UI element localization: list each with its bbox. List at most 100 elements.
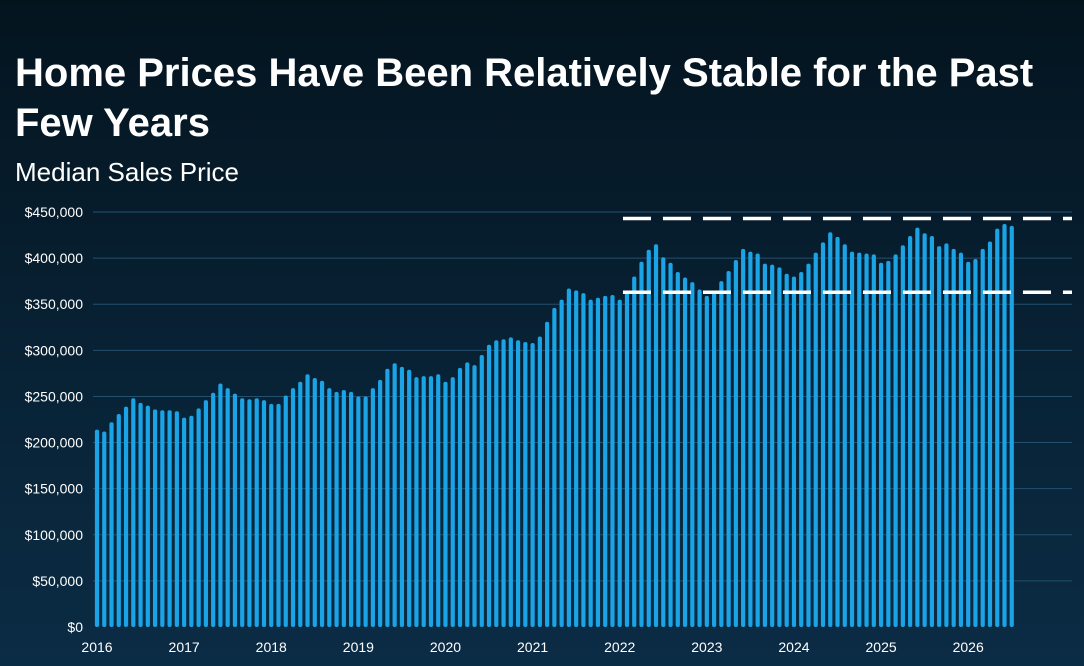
y-tick-label: $0 bbox=[67, 619, 83, 635]
bar bbox=[639, 261, 644, 627]
chart-title: Home Prices Have Been Relatively Stable … bbox=[15, 51, 1034, 145]
bar bbox=[457, 367, 463, 627]
bar bbox=[443, 381, 448, 627]
bar bbox=[842, 244, 847, 627]
y-tick-label: $300,000 bbox=[25, 342, 84, 358]
bar bbox=[247, 399, 252, 627]
x-tick-label: 2016 bbox=[81, 639, 112, 655]
bar bbox=[232, 393, 238, 627]
bar bbox=[828, 232, 833, 628]
bar bbox=[399, 366, 405, 627]
bar bbox=[777, 267, 782, 627]
bar bbox=[225, 388, 230, 627]
y-tick-label: $450,000 bbox=[25, 204, 84, 220]
bar bbox=[799, 271, 804, 627]
bar bbox=[849, 251, 855, 627]
bar bbox=[327, 388, 332, 627]
bar bbox=[937, 246, 942, 627]
bar bbox=[704, 295, 709, 627]
bar bbox=[370, 388, 375, 627]
bar bbox=[486, 344, 492, 627]
bar bbox=[791, 276, 797, 627]
bar bbox=[240, 398, 245, 627]
bar bbox=[530, 342, 535, 627]
bar bbox=[682, 277, 688, 627]
bar bbox=[646, 249, 651, 628]
bar bbox=[269, 403, 274, 627]
bar bbox=[995, 228, 1000, 627]
bar bbox=[712, 292, 717, 627]
bar bbox=[152, 409, 158, 627]
bar bbox=[349, 391, 354, 627]
bar bbox=[980, 248, 985, 627]
bar bbox=[290, 388, 296, 627]
bar bbox=[944, 243, 949, 627]
bar bbox=[196, 408, 201, 627]
bar bbox=[966, 261, 971, 627]
bar bbox=[741, 248, 746, 627]
bar bbox=[719, 281, 724, 627]
bar bbox=[450, 377, 455, 627]
bar bbox=[319, 380, 325, 627]
bar bbox=[174, 411, 179, 627]
reference-lines bbox=[622, 216, 1072, 294]
bars bbox=[94, 223, 1014, 628]
bar bbox=[878, 262, 884, 627]
bar bbox=[1009, 225, 1014, 628]
bar bbox=[254, 398, 259, 627]
bar bbox=[138, 402, 143, 627]
y-tick-label: $150,000 bbox=[25, 481, 84, 497]
bar bbox=[283, 395, 288, 627]
bar bbox=[414, 377, 419, 627]
bar bbox=[182, 417, 187, 627]
y-tick-label: $50,000 bbox=[32, 573, 83, 589]
x-tick-label: 2024 bbox=[778, 639, 809, 655]
bar bbox=[341, 389, 346, 627]
bar bbox=[472, 365, 477, 627]
bar bbox=[508, 337, 513, 627]
bar bbox=[523, 342, 528, 627]
bar bbox=[690, 282, 695, 627]
bar bbox=[167, 410, 172, 627]
bar bbox=[1002, 223, 1007, 627]
bar bbox=[428, 376, 434, 627]
x-tick-label: 2018 bbox=[256, 639, 287, 655]
bar bbox=[566, 288, 571, 627]
bar bbox=[515, 340, 521, 627]
bar bbox=[835, 236, 840, 627]
bar bbox=[661, 257, 666, 627]
y-tick-label: $350,000 bbox=[25, 296, 84, 312]
bar bbox=[820, 242, 826, 627]
bar bbox=[762, 263, 768, 627]
bar bbox=[436, 374, 441, 627]
bar bbox=[813, 252, 818, 628]
bar bbox=[915, 227, 920, 627]
bar bbox=[545, 321, 550, 627]
bar bbox=[494, 340, 499, 627]
bar bbox=[653, 244, 659, 627]
bar bbox=[421, 376, 426, 627]
bar bbox=[632, 276, 637, 627]
bar bbox=[595, 297, 601, 627]
bar bbox=[378, 379, 383, 627]
bar bbox=[189, 415, 194, 627]
bar bbox=[610, 295, 615, 627]
bar bbox=[987, 241, 993, 627]
bar bbox=[581, 293, 586, 627]
bar bbox=[203, 400, 208, 627]
y-tick-label: $400,000 bbox=[25, 250, 84, 266]
bar bbox=[312, 378, 317, 627]
bar bbox=[755, 253, 760, 627]
bar bbox=[886, 260, 891, 627]
bar bbox=[305, 374, 310, 627]
x-tick-label: 2025 bbox=[866, 639, 897, 655]
bar bbox=[893, 254, 898, 627]
bar bbox=[726, 271, 731, 627]
bar bbox=[298, 381, 303, 627]
bar bbox=[748, 251, 753, 627]
bar bbox=[109, 422, 114, 627]
bar bbox=[624, 291, 630, 627]
bar bbox=[857, 252, 862, 628]
bar bbox=[479, 354, 484, 627]
bar bbox=[334, 391, 339, 627]
